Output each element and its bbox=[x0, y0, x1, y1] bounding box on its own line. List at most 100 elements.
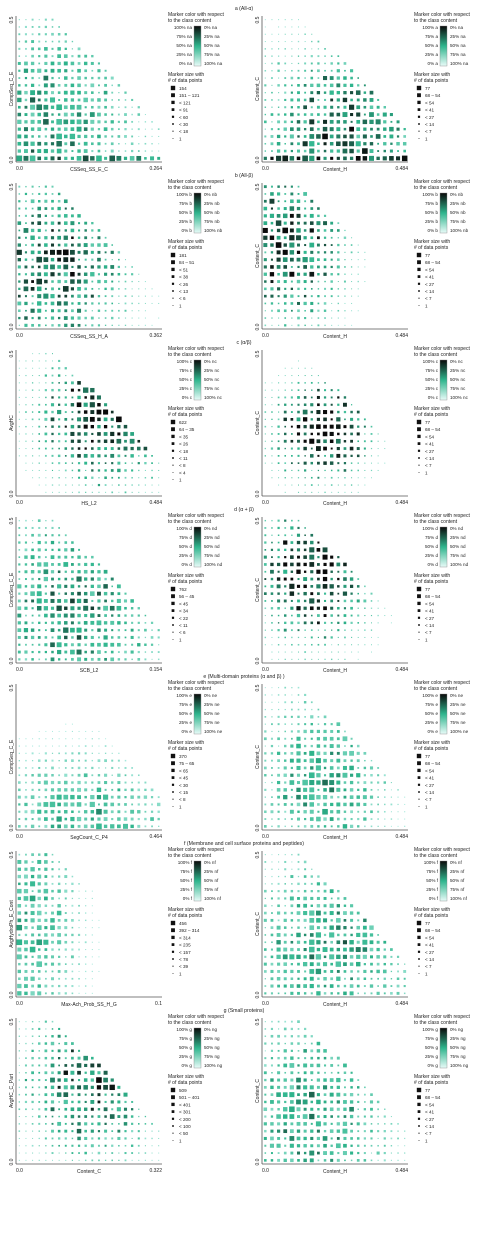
panel-title: a (All-α) bbox=[235, 6, 254, 12]
data-marker bbox=[111, 99, 113, 101]
data-marker bbox=[144, 825, 147, 828]
data-marker bbox=[18, 767, 21, 769]
data-marker bbox=[304, 455, 306, 457]
data-marker bbox=[284, 462, 287, 464]
data-marker bbox=[91, 890, 93, 892]
data-marker bbox=[70, 403, 75, 407]
data-marker bbox=[284, 185, 287, 188]
data-marker bbox=[37, 548, 41, 552]
data-marker bbox=[38, 84, 41, 87]
data-marker bbox=[336, 911, 340, 915]
data-marker bbox=[71, 766, 74, 769]
data-marker bbox=[104, 650, 107, 654]
size-scale-label: < 54 bbox=[425, 768, 435, 773]
data-marker bbox=[303, 236, 307, 240]
data-marker bbox=[291, 62, 293, 64]
data-marker bbox=[57, 1078, 61, 1082]
data-marker bbox=[31, 302, 34, 305]
data-marker bbox=[63, 257, 69, 263]
data-marker bbox=[44, 1107, 48, 1111]
data-marker bbox=[131, 484, 133, 486]
data-marker bbox=[263, 1071, 267, 1075]
data-marker bbox=[57, 940, 62, 945]
data-marker bbox=[64, 570, 67, 573]
data-marker bbox=[50, 780, 55, 785]
size-scale-label: < 401 bbox=[179, 1102, 191, 1107]
data-marker bbox=[138, 302, 140, 305]
data-marker bbox=[283, 1056, 287, 1060]
data-marker bbox=[118, 491, 120, 493]
data-marker bbox=[78, 1159, 80, 1161]
data-marker bbox=[57, 613, 61, 618]
data-marker bbox=[84, 752, 87, 755]
data-marker bbox=[342, 940, 347, 945]
data-marker bbox=[57, 324, 61, 327]
size-scale-label: < 78 bbox=[179, 957, 189, 962]
size-scale-marker bbox=[417, 267, 421, 272]
data-marker bbox=[343, 947, 347, 952]
data-marker bbox=[116, 598, 121, 603]
data-marker bbox=[264, 1035, 267, 1038]
data-marker bbox=[91, 142, 94, 146]
data-marker bbox=[290, 142, 294, 146]
data-marker bbox=[356, 112, 361, 117]
data-marker bbox=[383, 127, 387, 131]
data-marker bbox=[97, 128, 101, 131]
data-marker bbox=[43, 780, 48, 785]
size-scale-marker bbox=[171, 275, 175, 278]
data-marker bbox=[330, 621, 333, 624]
data-marker bbox=[144, 135, 147, 138]
data-marker bbox=[71, 657, 74, 661]
data-marker bbox=[18, 375, 20, 377]
legend-size-title: Marker size with bbox=[168, 907, 204, 913]
data-marker bbox=[91, 599, 94, 602]
data-marker bbox=[336, 954, 341, 960]
data-marker bbox=[283, 918, 287, 922]
data-marker bbox=[31, 643, 34, 646]
data-marker bbox=[84, 258, 87, 261]
data-marker bbox=[296, 127, 301, 131]
data-marker bbox=[83, 387, 89, 393]
data-marker bbox=[397, 1159, 399, 1161]
data-marker bbox=[270, 294, 274, 298]
color-scale-label-left: 75% e bbox=[179, 702, 192, 707]
size-scale-label: < 65 bbox=[179, 768, 189, 773]
data-marker bbox=[396, 120, 400, 124]
data-marker bbox=[278, 77, 280, 79]
data-marker bbox=[283, 911, 287, 915]
data-marker bbox=[316, 947, 321, 952]
data-marker bbox=[31, 1071, 34, 1075]
data-marker bbox=[138, 273, 140, 275]
data-marker bbox=[84, 1151, 87, 1155]
data-marker bbox=[77, 454, 81, 458]
data-marker bbox=[271, 774, 273, 777]
data-marker bbox=[16, 939, 23, 946]
data-marker bbox=[350, 410, 353, 414]
data-marker bbox=[317, 716, 320, 718]
data-marker bbox=[138, 288, 140, 290]
data-marker bbox=[309, 933, 314, 937]
data-marker bbox=[310, 83, 314, 87]
data-marker bbox=[329, 736, 334, 741]
size-scale-marker bbox=[416, 1087, 422, 1093]
data-marker bbox=[24, 295, 27, 298]
data-marker bbox=[291, 636, 293, 639]
data-marker bbox=[78, 977, 80, 980]
data-marker bbox=[278, 658, 280, 660]
data-marker bbox=[29, 946, 36, 953]
data-marker bbox=[90, 98, 94, 102]
data-marker bbox=[304, 693, 307, 697]
data-marker bbox=[78, 1049, 81, 1052]
data-marker bbox=[44, 1049, 48, 1053]
data-marker bbox=[350, 918, 354, 922]
data-marker bbox=[309, 910, 315, 916]
color-scale-label-left: 25% na bbox=[176, 52, 192, 57]
data-marker bbox=[98, 927, 100, 929]
data-marker bbox=[25, 1057, 27, 1059]
data-marker bbox=[304, 77, 306, 79]
data-marker bbox=[284, 715, 287, 718]
data-marker bbox=[284, 651, 286, 653]
data-marker bbox=[77, 570, 81, 574]
data-marker bbox=[263, 265, 267, 269]
